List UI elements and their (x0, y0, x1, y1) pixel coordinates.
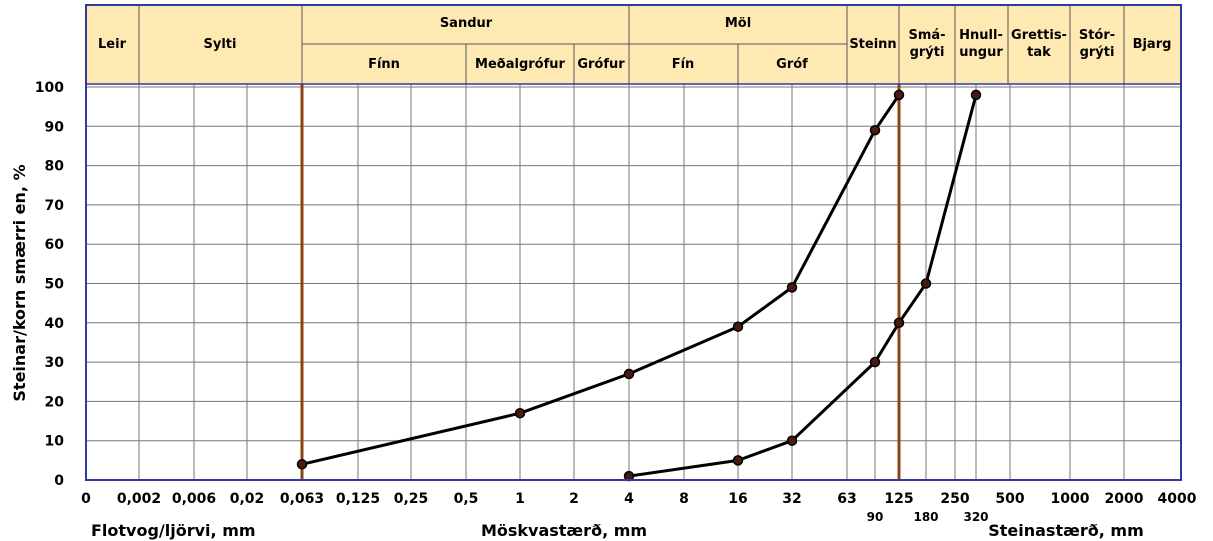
axis-labels: Steinar/korn smærri en, % Flotvog/ljörvi,… (10, 164, 1144, 540)
x-tick-label: 1 (515, 491, 525, 507)
x-sub-tick-label: 320 (963, 510, 988, 524)
y-tick-label: 60 (45, 237, 65, 253)
header-storgryti-1: Stór- (1079, 28, 1115, 43)
x-tick-label: 125 (884, 491, 913, 507)
x-tick-label: 63 (837, 491, 856, 507)
series-1-point (869, 124, 881, 136)
x-sub-tick-label: 180 (913, 510, 938, 524)
series-2-point (786, 435, 798, 446)
y-axis-label: Steinar/korn smærri en, % (10, 164, 29, 401)
x-tick-label: 2 (569, 491, 579, 507)
y-tick-label: 50 (45, 277, 65, 293)
header-grof: Gróf (776, 57, 808, 72)
series-1-point (786, 282, 798, 293)
header-smagryti-1: Smá- (908, 28, 945, 43)
series-1-point (893, 89, 905, 101)
header-fin: Fín (672, 57, 695, 72)
x-tick-label: 250 (940, 491, 969, 507)
y-tick-label: 30 (45, 355, 65, 371)
header-smagryti-2: grýti (910, 45, 945, 60)
header-grettistak-1: Grettis- (1011, 28, 1067, 43)
y-tick-label: 90 (45, 119, 65, 135)
series-1-point (296, 459, 308, 470)
series-1-point (514, 407, 526, 419)
frame-border (85, 4, 1182, 481)
series-2-point (869, 356, 881, 368)
x-tick-label: 1000 (1051, 491, 1090, 507)
x-tick-label: 0,002 (117, 491, 161, 507)
plot-frame (85, 4, 1182, 481)
x-sub-tick-label: 90 (867, 510, 884, 524)
y-tick-label: 40 (45, 316, 65, 332)
x-tick-label: 2000 (1105, 491, 1144, 507)
x-tick-label: 500 (995, 491, 1024, 507)
x-tick-label: 0,02 (230, 491, 265, 507)
x-axis-label-right: Steinastærð, mm (988, 521, 1144, 540)
series-1-line (301, 94, 901, 466)
x-tick-label: 0,006 (172, 491, 216, 507)
vertical-markers (300, 84, 901, 480)
classification-header: Leir Sylti Sandur Möl Steinn Smá-grýti Hnull-u… (85, 4, 1182, 85)
x-tick-label: 0,125 (336, 491, 380, 507)
series-2-point (920, 278, 932, 289)
x-tick-label: 0,25 (394, 491, 429, 507)
series-2-point (732, 455, 744, 466)
x-axis-label-left: Flotvog/ljörvi, mm (91, 521, 256, 540)
y-tick-label: 20 (45, 394, 65, 410)
x-tick-label: 0,5 (454, 491, 479, 507)
y-tick-label: 70 (45, 198, 65, 214)
x-axis-label-middle: Möskvastærð, mm (481, 521, 647, 540)
grid-lines (86, 84, 1181, 480)
header-grettistak-2: tak (1027, 45, 1051, 60)
series-1-point (732, 321, 744, 332)
y-tick-label: 80 (45, 159, 65, 175)
header-bjarg: Bjarg (1133, 37, 1172, 52)
header-sylti: Sylti (204, 37, 237, 52)
x-tick-label: 16 (728, 491, 747, 507)
header-medalgrofur: Meðalgrófur (475, 57, 565, 72)
header-hnullungur-1: Hnull- (959, 28, 1003, 43)
x-tick-label: 0,063 (280, 491, 324, 507)
header-storgryti-2: grýti (1080, 45, 1115, 60)
x-tick-label: 32 (782, 491, 801, 507)
y-tick-label: 10 (45, 434, 65, 450)
header-leir: Leir (98, 37, 127, 52)
series-group (296, 89, 982, 482)
x-tick-label: 4 (624, 491, 634, 507)
header-mol: Möl (725, 16, 751, 31)
x-tick-label: 4000 (1158, 491, 1197, 507)
x-tick-label: 8 (679, 491, 689, 507)
y-tick-label: 0 (54, 473, 64, 489)
header-hnullungur-2: ungur (959, 45, 1003, 60)
y-tick-label: 100 (35, 80, 64, 96)
series-2-point (893, 317, 905, 329)
series-1-point (623, 368, 635, 380)
header-finn: Fínn (368, 57, 400, 72)
series-2-point (970, 89, 982, 101)
header-steinn: Steinn (849, 37, 896, 52)
header-sandur: Sandur (440, 16, 493, 31)
x-tick-label: 0 (81, 491, 91, 507)
header-grofur: Grófur (577, 57, 625, 72)
